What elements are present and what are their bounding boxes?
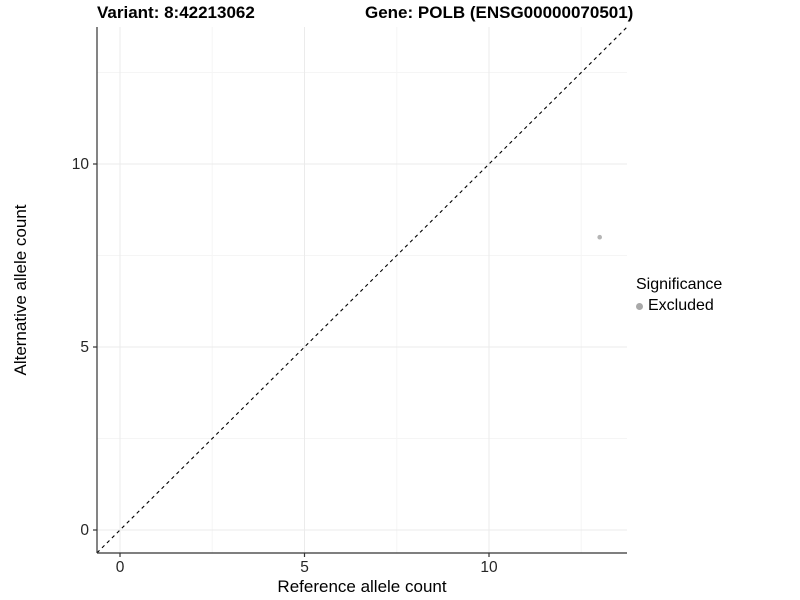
y-tick-label: 5 bbox=[80, 339, 89, 356]
legend-item-label: Excluded bbox=[648, 297, 714, 314]
legend: Significance Excluded bbox=[636, 276, 722, 315]
x-tick-label: 0 bbox=[116, 559, 125, 576]
data-point bbox=[597, 234, 602, 240]
x-axis-title: Reference allele count bbox=[277, 577, 447, 596]
plot-title-variant: Variant: 8:42213062 bbox=[97, 3, 255, 22]
y-tick-label: 0 bbox=[80, 522, 89, 539]
y-tick-label: 10 bbox=[72, 156, 90, 173]
identity-line bbox=[96, 26, 628, 554]
legend-item-excluded: Excluded bbox=[636, 297, 722, 315]
legend-point-swatch bbox=[636, 302, 643, 310]
plot-title-gene: Gene: POLB (ENSG00000070501) bbox=[365, 3, 634, 22]
y-axis-title: Alternative allele count bbox=[11, 204, 30, 376]
x-tick-label: 10 bbox=[480, 559, 498, 576]
legend-title: Significance bbox=[636, 276, 723, 293]
x-tick-label: 5 bbox=[300, 559, 309, 576]
